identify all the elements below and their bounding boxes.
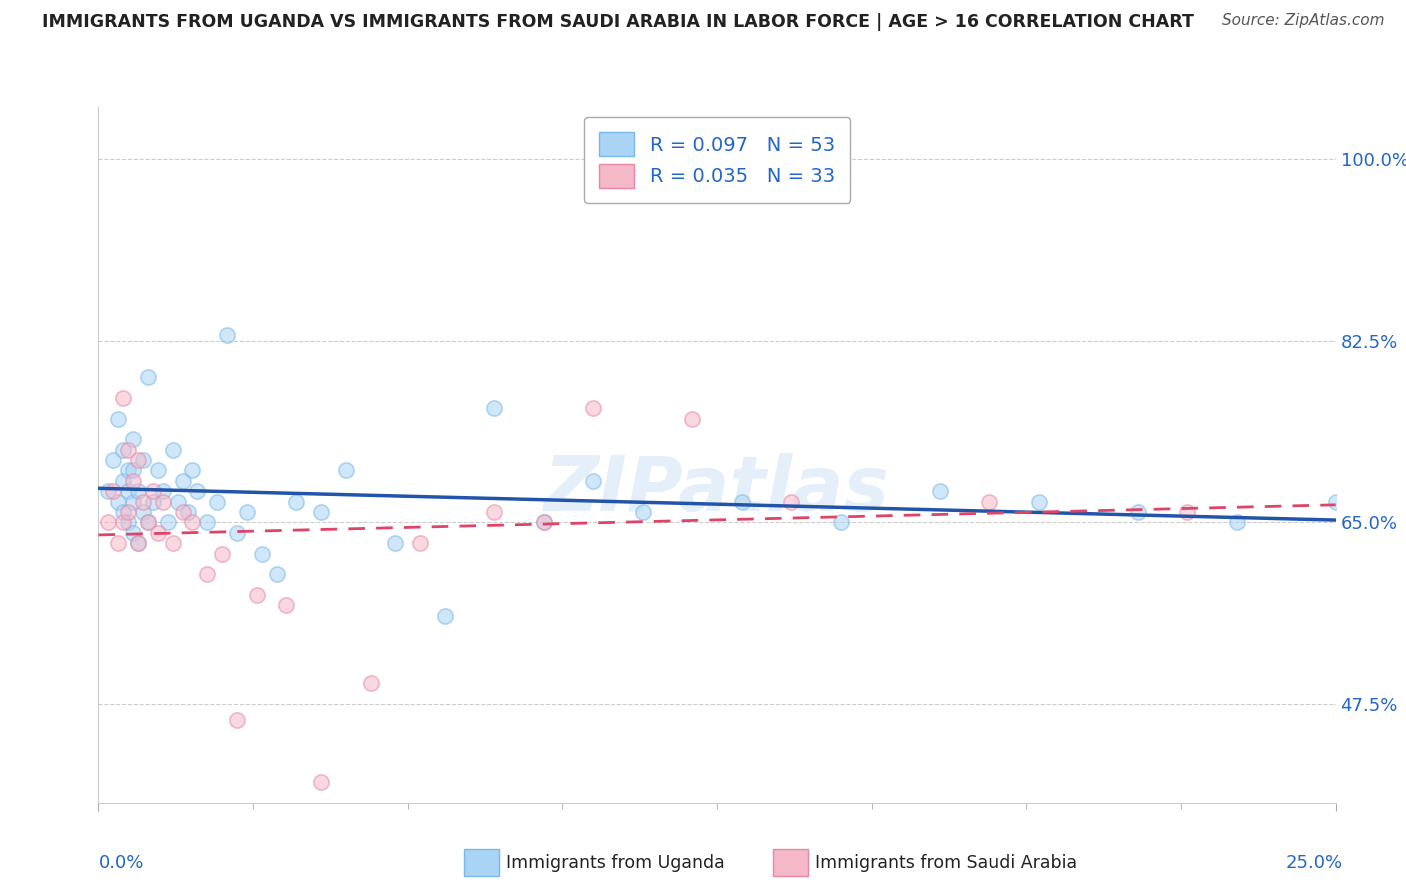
Point <box>582 401 605 416</box>
Point <box>112 474 135 488</box>
Point <box>172 474 194 488</box>
Text: IMMIGRANTS FROM UGANDA VS IMMIGRANTS FROM SAUDI ARABIA IN LABOR FORCE | AGE > 16: IMMIGRANTS FROM UGANDA VS IMMIGRANTS FRO… <box>42 13 1194 31</box>
Point <box>384 536 406 550</box>
Point <box>127 536 149 550</box>
Point <box>132 494 155 508</box>
Point <box>136 370 159 384</box>
Point <box>1324 494 1347 508</box>
Point <box>830 516 852 530</box>
Point <box>681 411 703 425</box>
Point <box>217 328 239 343</box>
Point <box>112 391 135 405</box>
Text: 0.0%: 0.0% <box>98 854 143 871</box>
Point <box>309 505 332 519</box>
Point <box>97 516 120 530</box>
Point <box>107 411 129 425</box>
Point <box>533 516 555 530</box>
Point <box>142 484 165 499</box>
Point <box>136 516 159 530</box>
Point <box>285 494 308 508</box>
Point <box>226 525 249 540</box>
Point <box>335 463 357 477</box>
Point <box>484 401 506 416</box>
Point <box>582 474 605 488</box>
Point <box>360 676 382 690</box>
Point <box>122 525 145 540</box>
Point <box>1175 505 1198 519</box>
Text: Immigrants from Saudi Arabia: Immigrants from Saudi Arabia <box>815 854 1077 871</box>
Point <box>162 442 184 457</box>
Point <box>97 484 120 499</box>
Point <box>226 713 249 727</box>
Point <box>166 494 188 508</box>
Point <box>103 484 125 499</box>
Text: 25.0%: 25.0% <box>1285 854 1343 871</box>
Point <box>152 494 174 508</box>
Text: Source: ZipAtlas.com: Source: ZipAtlas.com <box>1222 13 1385 29</box>
Point <box>1226 516 1249 530</box>
Point <box>780 494 803 508</box>
Point <box>103 453 125 467</box>
Point <box>117 463 139 477</box>
Point <box>117 505 139 519</box>
Point <box>122 463 145 477</box>
Point <box>484 505 506 519</box>
Point <box>181 516 204 530</box>
Point <box>195 567 218 582</box>
Text: Immigrants from Uganda: Immigrants from Uganda <box>506 854 725 871</box>
Point <box>195 516 218 530</box>
Point <box>533 516 555 530</box>
Point <box>211 547 233 561</box>
Point <box>112 505 135 519</box>
Point <box>146 525 169 540</box>
Point <box>979 494 1001 508</box>
Point <box>176 505 198 519</box>
Point <box>246 588 269 602</box>
Point <box>181 463 204 477</box>
Point <box>127 484 149 499</box>
Point <box>250 547 273 561</box>
Point <box>112 516 135 530</box>
Point <box>117 516 139 530</box>
Point <box>236 505 259 519</box>
Point <box>409 536 432 550</box>
Point <box>146 463 169 477</box>
Point <box>731 494 754 508</box>
Point <box>266 567 288 582</box>
Point <box>433 608 456 623</box>
Point <box>1028 494 1050 508</box>
Point <box>136 516 159 530</box>
Point <box>117 484 139 499</box>
Point <box>276 599 298 613</box>
Point <box>107 536 129 550</box>
Point <box>142 494 165 508</box>
Point <box>1126 505 1149 519</box>
Point <box>132 453 155 467</box>
Point <box>127 536 149 550</box>
Point <box>107 494 129 508</box>
Point <box>152 484 174 499</box>
Point <box>156 516 179 530</box>
Point <box>112 442 135 457</box>
Point <box>205 494 228 508</box>
Point <box>309 775 332 789</box>
Point <box>186 484 208 499</box>
Legend: R = 0.097   N = 53, R = 0.035   N = 33: R = 0.097 N = 53, R = 0.035 N = 33 <box>583 117 851 203</box>
Point <box>122 494 145 508</box>
Point <box>122 433 145 447</box>
Text: ZIPatlas: ZIPatlas <box>544 453 890 526</box>
Point <box>122 474 145 488</box>
Point <box>172 505 194 519</box>
Point <box>162 536 184 550</box>
Point <box>132 505 155 519</box>
Point <box>117 442 139 457</box>
Point <box>928 484 950 499</box>
Point <box>127 453 149 467</box>
Point <box>631 505 654 519</box>
